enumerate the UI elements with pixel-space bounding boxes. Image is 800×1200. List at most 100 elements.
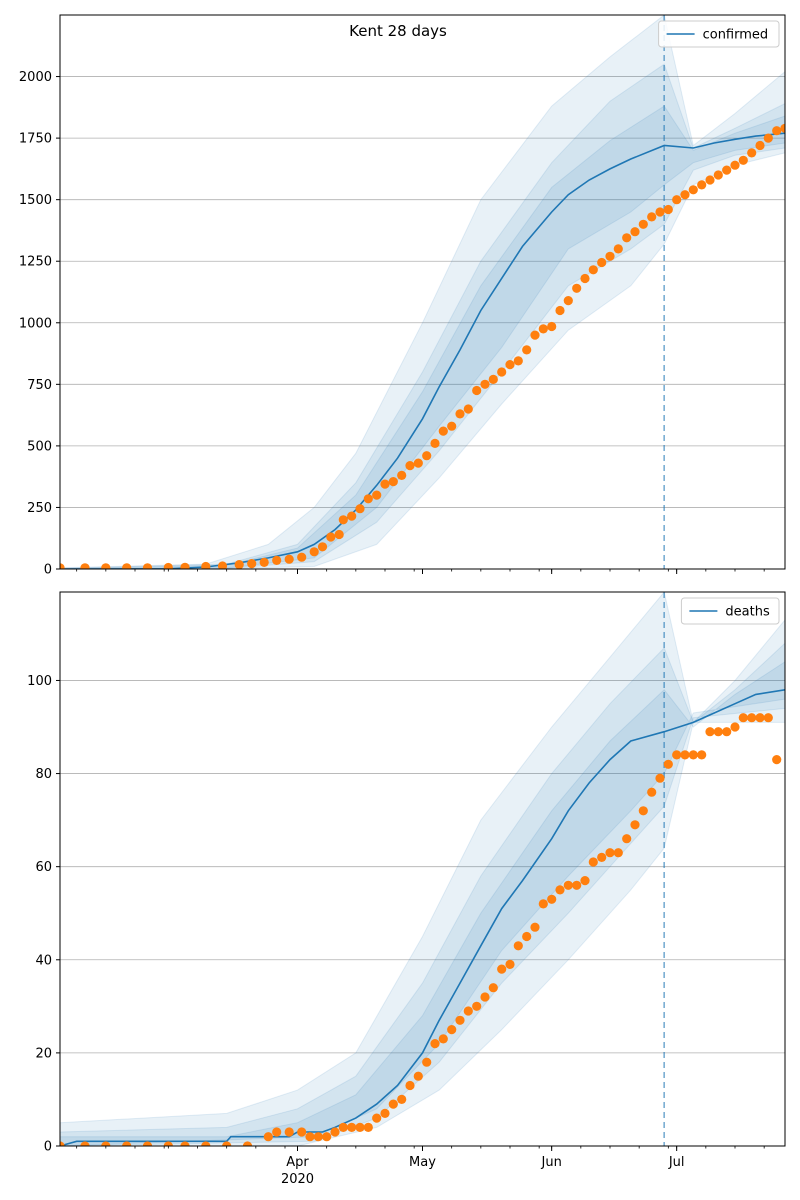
observed-point xyxy=(472,1001,482,1011)
observed-point xyxy=(317,542,328,552)
observed-point xyxy=(272,1127,282,1137)
y-tick-label: 0 xyxy=(44,563,52,578)
observed-point xyxy=(463,404,473,414)
observed-point xyxy=(705,175,715,185)
observed-point xyxy=(355,1122,365,1132)
observed-point xyxy=(638,806,648,816)
observed-point xyxy=(763,713,773,723)
observed-point xyxy=(530,330,540,340)
observed-point xyxy=(180,562,190,569)
observed-point xyxy=(630,820,640,830)
y-tick-label: 250 xyxy=(27,501,52,516)
observed-point xyxy=(747,713,757,723)
observed-point xyxy=(480,992,490,1002)
figure-title: Kent 28 days xyxy=(349,22,447,40)
observed-point xyxy=(322,1132,332,1142)
observed-point xyxy=(430,1039,440,1049)
observed-point xyxy=(347,1122,357,1132)
observed-point xyxy=(222,1141,232,1146)
y-tick-label: 1250 xyxy=(19,255,52,270)
legend-label: deaths xyxy=(725,605,770,620)
observed-point xyxy=(672,750,682,760)
x-tick-label: Jun xyxy=(541,1155,562,1170)
observed-point xyxy=(580,876,590,886)
observed-point xyxy=(397,470,407,480)
observed-point xyxy=(101,563,111,569)
observed-point xyxy=(647,787,657,797)
observed-point xyxy=(713,727,723,737)
observed-point xyxy=(588,265,598,275)
observed-point xyxy=(572,283,582,293)
observed-point xyxy=(217,561,228,569)
y-tick-label: 40 xyxy=(35,953,52,968)
observed-point xyxy=(413,458,423,468)
observed-point xyxy=(505,959,515,970)
y-tick-label: 100 xyxy=(27,674,52,689)
observed-point xyxy=(547,894,557,904)
uncertainty-bands xyxy=(60,592,785,1146)
observed-point xyxy=(722,165,732,175)
y-tick-label: 500 xyxy=(27,439,52,454)
observed-point xyxy=(326,532,336,542)
observed-point xyxy=(122,563,132,569)
observed-point xyxy=(338,1122,348,1132)
observed-point xyxy=(422,451,432,461)
observed-point xyxy=(697,180,707,190)
band-1 xyxy=(60,642,785,1146)
observed-point xyxy=(247,559,257,569)
observed-point xyxy=(363,494,373,504)
observed-points xyxy=(60,123,785,569)
observed-point xyxy=(380,1108,390,1118)
observed-point xyxy=(142,1141,153,1146)
observed-point xyxy=(580,273,590,284)
observed-point xyxy=(201,1141,211,1146)
observed-point xyxy=(430,438,440,448)
observed-point xyxy=(438,1034,448,1044)
panel-deaths: 0 20 40 60 80 100 Apr 2020 May Jun Jul deaths xyxy=(27,591,786,1187)
observed-point xyxy=(680,750,690,760)
observed-point xyxy=(347,511,357,521)
observed-point xyxy=(388,1099,398,1109)
observed-point xyxy=(263,1132,273,1142)
observed-point xyxy=(505,360,515,370)
panel-confirmed: 0 250 500 750 1000 1250 1500 1750 2000 confirmed xyxy=(19,14,786,578)
observed-point xyxy=(588,857,598,867)
observed-point xyxy=(513,356,523,366)
observed-point xyxy=(480,379,490,389)
observed-point xyxy=(497,367,507,377)
observed-point xyxy=(297,552,307,562)
observed-point xyxy=(547,321,557,332)
observed-point xyxy=(605,848,615,858)
observed-point xyxy=(334,529,344,540)
observed-point xyxy=(713,170,723,180)
observed-point xyxy=(613,848,623,858)
band-0 xyxy=(60,592,785,1146)
observed-point xyxy=(755,713,765,723)
observed-point xyxy=(555,305,565,316)
x-tick-label: May xyxy=(409,1155,436,1170)
observed-point xyxy=(242,1141,253,1146)
y-tick-label: 2000 xyxy=(19,70,52,85)
observed-point xyxy=(488,983,498,993)
observed-point xyxy=(388,477,398,487)
observed-point xyxy=(455,409,465,419)
observed-point xyxy=(305,1132,315,1142)
observed-point xyxy=(663,204,673,215)
y-tick-label: 80 xyxy=(35,767,52,782)
observed-point xyxy=(455,1015,465,1025)
observed-point xyxy=(522,931,532,942)
observed-point xyxy=(405,1080,415,1091)
observed-point xyxy=(284,1127,294,1137)
observed-point xyxy=(597,852,607,863)
observed-point xyxy=(201,561,211,569)
observed-point xyxy=(513,941,523,951)
observed-point xyxy=(447,1025,457,1035)
series-confirmed xyxy=(60,132,785,569)
observed-point xyxy=(422,1057,432,1067)
observed-point xyxy=(655,773,665,783)
band-2 xyxy=(60,105,785,569)
observed-point xyxy=(163,1141,173,1146)
observed-point xyxy=(363,1122,373,1132)
observed-point xyxy=(572,880,582,890)
